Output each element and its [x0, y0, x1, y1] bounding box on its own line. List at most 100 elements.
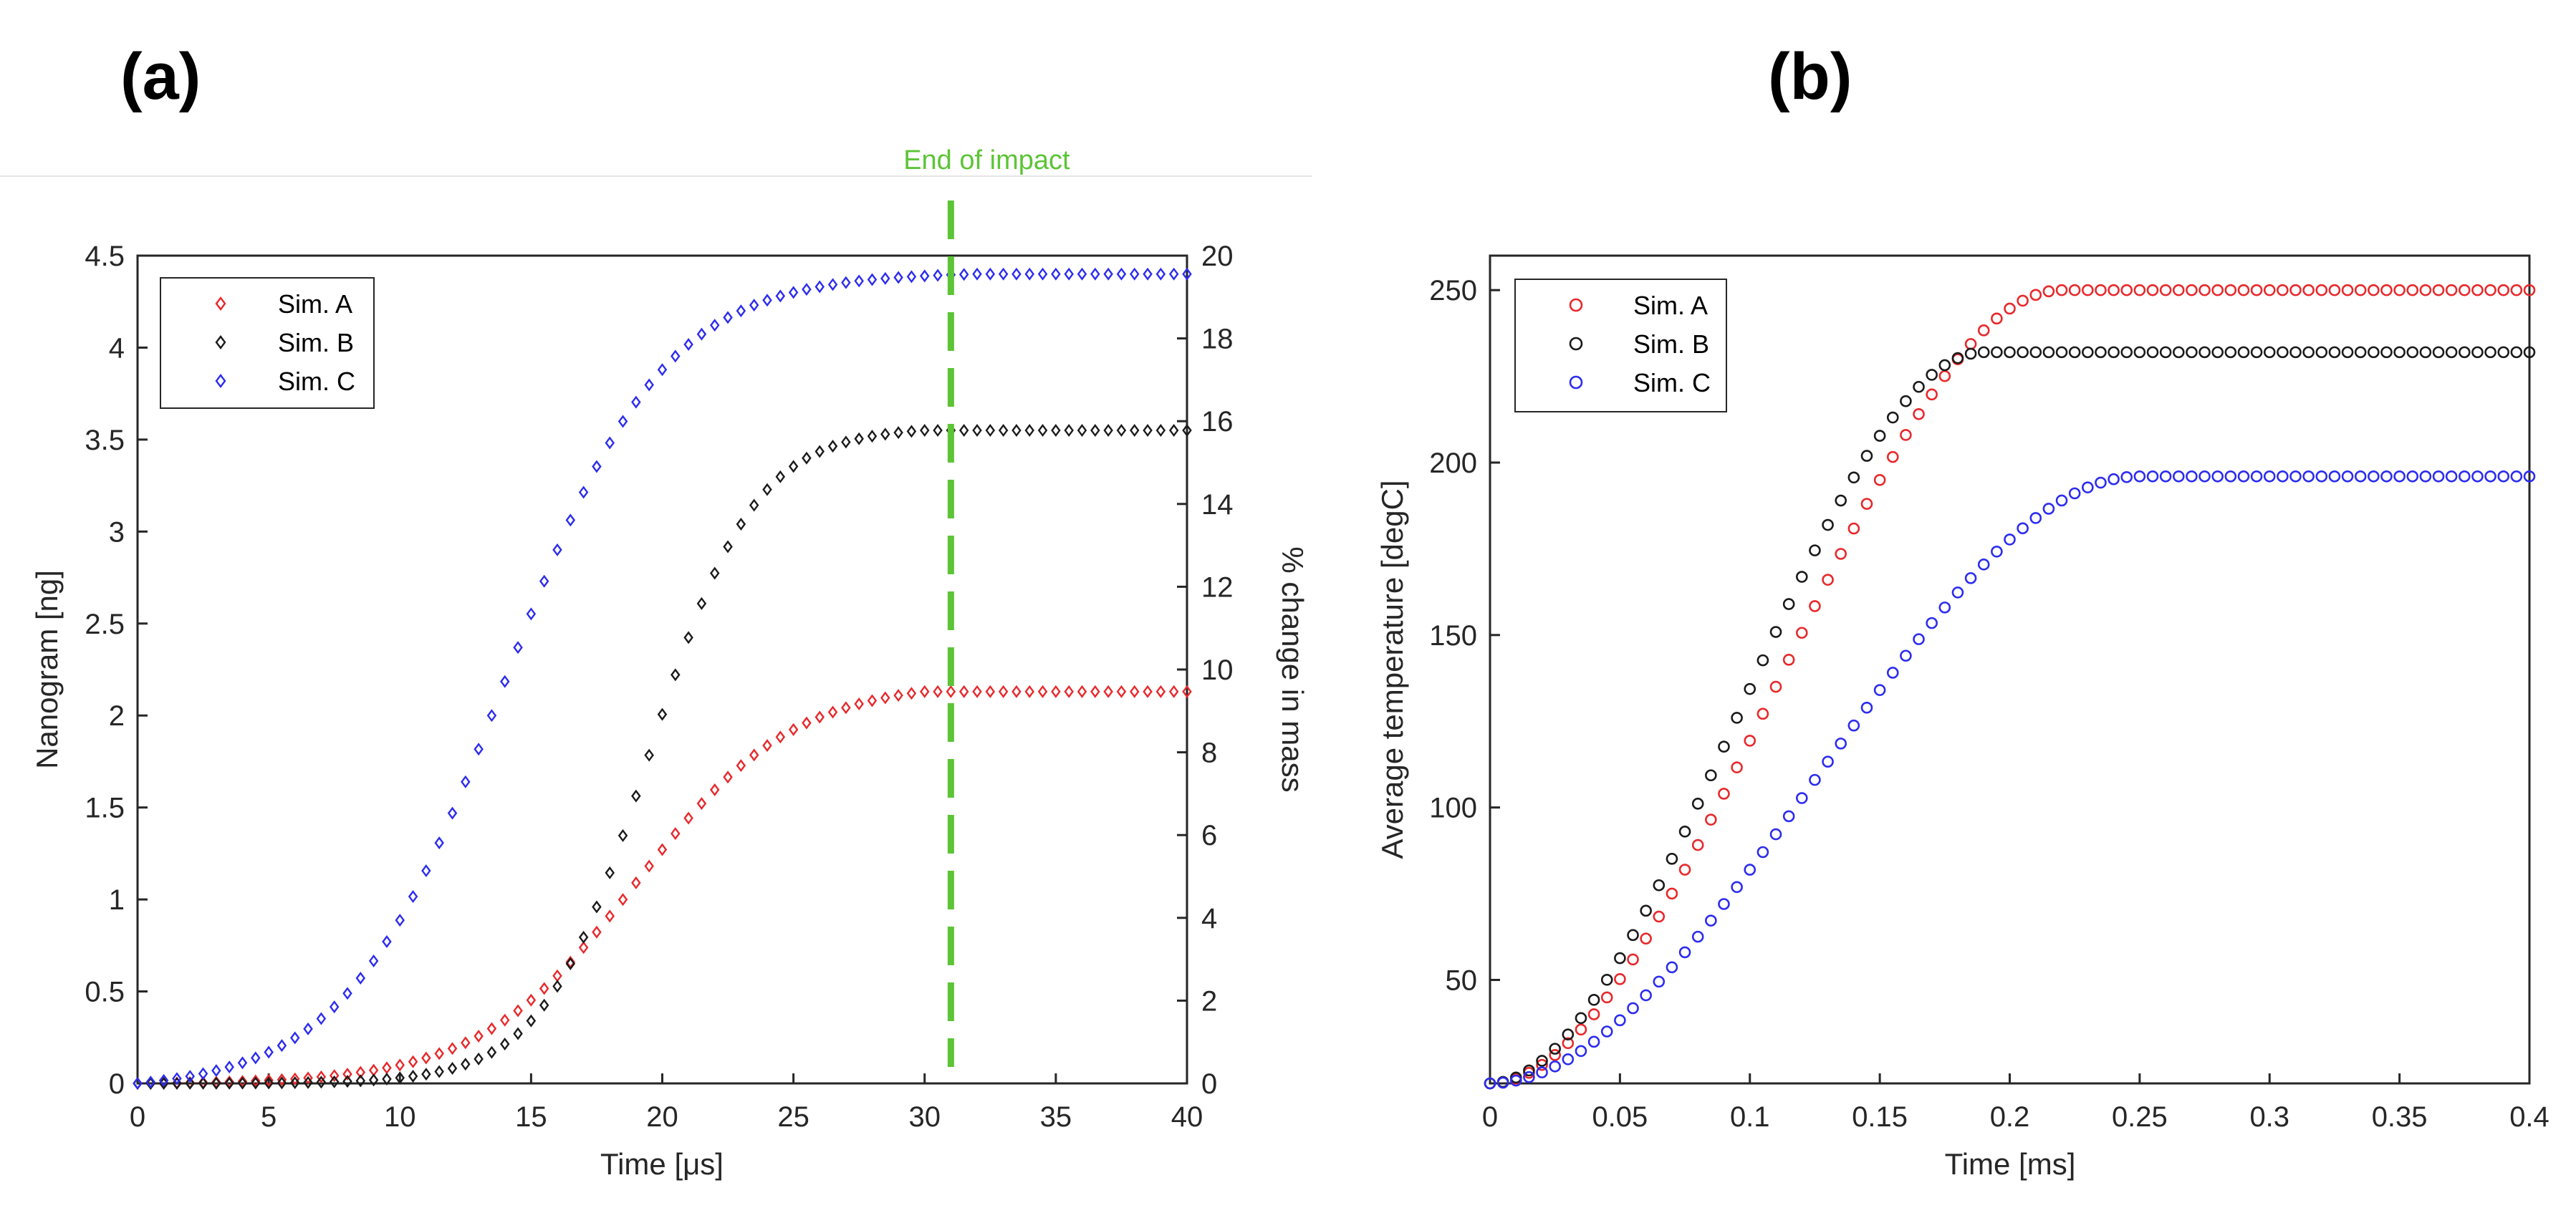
data-point-sim-a — [2368, 284, 2380, 296]
panel-a-x-tick-label: 5 — [261, 1101, 277, 1133]
data-point-sim-b — [736, 517, 746, 531]
data-point-sim-c — [2393, 470, 2406, 483]
data-point-sim-a — [2082, 284, 2094, 296]
data-point-sim-c — [355, 971, 366, 985]
data-point-sim-b — [2237, 346, 2250, 359]
data-point-sim-c — [1155, 267, 1166, 281]
data-point-sim-c — [2224, 470, 2237, 483]
data-point-sim-c — [368, 954, 379, 967]
data-point-sim-b — [2004, 346, 2016, 359]
panel-b-y-tick-label: 150 — [1429, 620, 1477, 652]
data-point-sim-b — [1756, 654, 1769, 667]
data-point-sim-b — [1116, 424, 1127, 438]
data-point-sim-a — [906, 687, 917, 700]
data-point-sim-b — [893, 426, 903, 440]
data-point-sim-b — [1744, 682, 1756, 695]
data-point-sim-c — [749, 299, 759, 312]
data-point-sim-a — [1756, 707, 1769, 720]
data-point-sim-a — [2172, 284, 2185, 296]
data-point-sim-a — [605, 909, 615, 923]
data-point-sim-a — [237, 1075, 248, 1088]
data-point-sim-c — [2068, 487, 2081, 500]
data-point-sim-b — [1600, 973, 1613, 986]
data-point-sim-c — [2029, 512, 2042, 524]
data-point-sim-a — [2393, 284, 2406, 296]
data-point-sim-a — [1562, 1037, 1575, 1050]
legend-label-sim-c: Sim. C — [278, 367, 355, 396]
data-point-sim-c — [1077, 267, 1087, 281]
data-point-sim-b — [565, 957, 576, 970]
data-point-sim-a — [2380, 284, 2393, 296]
data-point-sim-c — [2146, 470, 2159, 483]
data-point-sim-a — [1653, 910, 1666, 923]
data-point-sim-b — [578, 930, 589, 944]
data-point-sim-c — [1796, 792, 1808, 804]
data-point-sim-b — [1614, 952, 1626, 965]
legend-label-sim-a: Sim. A — [278, 289, 352, 319]
data-point-sim-b — [303, 1076, 313, 1089]
data-point-sim-b — [461, 1058, 471, 1071]
data-point-sim-b — [2055, 346, 2068, 359]
data-point-sim-c — [1587, 1035, 1600, 1048]
panel-a-x-tick-label: 20 — [646, 1101, 678, 1133]
data-point-sim-b — [198, 1076, 208, 1090]
data-point-sim-c — [2315, 470, 2328, 483]
data-point-sim-a — [2095, 284, 2107, 296]
data-point-sim-a — [854, 697, 864, 711]
data-point-sim-a — [1886, 450, 1899, 463]
data-point-sim-a — [736, 759, 746, 773]
data-point-sim-c — [2368, 470, 2380, 483]
data-point-sim-c — [1678, 946, 1691, 959]
data-point-sim-b — [1938, 359, 1951, 372]
data-point-sim-a — [2237, 284, 2250, 296]
data-point-sim-c — [2082, 481, 2094, 493]
data-point-sim-b — [1523, 1064, 1535, 1077]
data-point-sim-b — [1182, 424, 1192, 438]
data-point-sim-a — [1627, 953, 1639, 966]
data-point-sim-a — [2146, 284, 2159, 296]
data-point-sim-a — [920, 685, 930, 698]
data-point-sim-b — [1587, 993, 1600, 1006]
data-point-sim-a — [2510, 284, 2523, 296]
data-point-sim-c — [1951, 586, 1964, 599]
data-point-sim-c — [1835, 738, 1847, 750]
data-point-sim-c — [1509, 1074, 1522, 1087]
data-point-sim-a — [421, 1051, 431, 1065]
data-point-sim-b — [1627, 929, 1639, 942]
data-point-sim-b — [237, 1076, 248, 1090]
data-point-sim-a — [1705, 813, 1717, 826]
data-point-sim-a — [972, 685, 982, 698]
data-point-sim-b — [434, 1065, 444, 1078]
data-point-sim-b — [2263, 346, 2276, 359]
data-point-sim-c — [2004, 533, 2016, 546]
data-point-sim-b — [788, 460, 799, 473]
data-point-sim-c — [592, 460, 602, 473]
data-point-sim-c — [1666, 961, 1678, 974]
data-point-sim-a — [1666, 887, 1678, 900]
data-point-sim-c — [1977, 559, 1990, 571]
data-point-sim-b — [1130, 424, 1140, 438]
panel-b-x-tick-label: 0 — [1482, 1101, 1498, 1133]
data-point-sim-a — [2432, 284, 2445, 296]
data-point-sim-c — [893, 271, 903, 284]
data-point-sim-b — [474, 1052, 484, 1066]
data-point-sim-b — [2224, 346, 2237, 359]
data-point-sim-b — [1024, 424, 1034, 438]
data-point-sim-a — [1744, 735, 1756, 747]
data-point-sim-b — [2017, 346, 2029, 359]
data-point-sim-a — [2055, 284, 2068, 296]
data-point-sim-c — [185, 1070, 195, 1083]
panel-b-y-axis-label: Average temperature [degC] — [1375, 480, 1409, 859]
data-point-sim-a — [802, 716, 812, 730]
data-point-sim-b — [290, 1076, 300, 1089]
panel-a-y-ticks: 0 0.5 1 1.5 2 2.5 3 3.5 4 4.5 — [85, 241, 148, 1100]
panel-b-chart: 0 0.05 0.1 0.15 0.2 0.25 0.3 0.35 0.4 50 100 150 20… — [1375, 254, 2549, 1181]
data-point-sim-c — [539, 574, 549, 588]
data-point-sim-b — [395, 1071, 405, 1085]
data-point-sim-b — [2380, 346, 2393, 359]
panel-a-y2-tick-label: 16 — [1201, 406, 1234, 438]
data-point-sim-c — [1991, 546, 2003, 558]
data-point-sim-c — [2341, 470, 2354, 483]
data-point-sim-a — [946, 685, 956, 698]
data-point-sim-b — [1103, 424, 1113, 438]
